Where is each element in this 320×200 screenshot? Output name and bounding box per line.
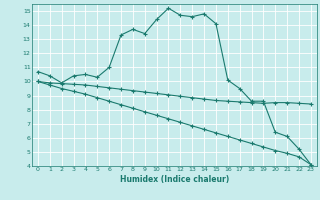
X-axis label: Humidex (Indice chaleur): Humidex (Indice chaleur) [120, 175, 229, 184]
